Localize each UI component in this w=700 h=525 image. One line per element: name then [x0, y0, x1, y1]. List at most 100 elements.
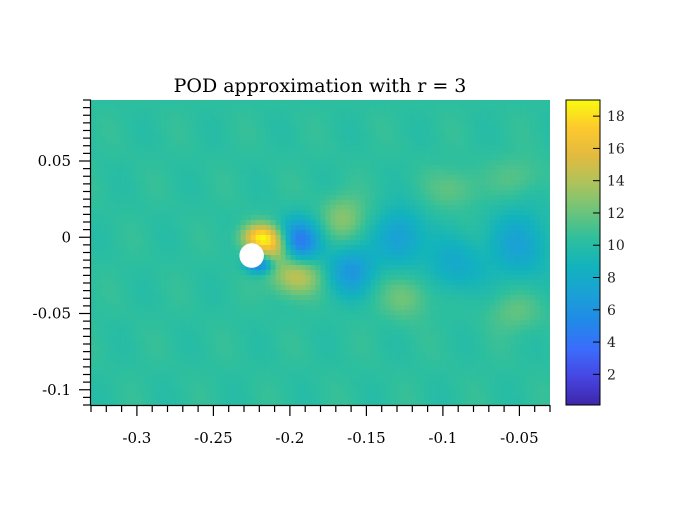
- heatmap-cell: [265, 265, 272, 271]
- heatmap-cell: [525, 125, 531, 131]
- heatmap-cell: [260, 275, 267, 281]
- heatmap-cell: [155, 325, 162, 331]
- heatmap-cell: [345, 325, 352, 331]
- heatmap-cell: [285, 310, 292, 316]
- heatmap-cell: [305, 235, 312, 241]
- heatmap-cell: [440, 150, 446, 156]
- heatmap-cell: [460, 335, 466, 341]
- heatmap-cell: [535, 170, 541, 176]
- heatmap-cell: [300, 215, 307, 221]
- heatmap-cell: [285, 200, 292, 206]
- heatmap-cell: [515, 230, 521, 236]
- heatmap-cell: [91, 250, 97, 256]
- heatmap-cell: [210, 160, 217, 166]
- heatmap-cell: [380, 160, 386, 166]
- heatmap-cell: [395, 130, 401, 136]
- heatmap-cell: [255, 195, 262, 201]
- heatmap-cell: [285, 230, 292, 236]
- heatmap-cell: [200, 125, 207, 131]
- heatmap-cell: [145, 105, 152, 111]
- heatmap-cell: [350, 100, 357, 106]
- heatmap-cell: [295, 170, 302, 176]
- heatmap-cell: [275, 255, 282, 261]
- heatmap-cell: [340, 105, 347, 111]
- heatmap-cell: [540, 305, 546, 311]
- heatmap-cell: [540, 320, 546, 326]
- heatmap-cell: [440, 170, 446, 176]
- heatmap-cell: [225, 210, 232, 216]
- heatmap-cell: [225, 360, 232, 366]
- heatmap-cell: [165, 330, 172, 336]
- heatmap-cell: [435, 305, 441, 311]
- heatmap-cell: [280, 115, 287, 121]
- heatmap-cell: [460, 225, 466, 231]
- heatmap-cell: [525, 240, 531, 246]
- heatmap-cell: [375, 355, 381, 361]
- heatmap-cell: [91, 145, 97, 151]
- heatmap-cell: [460, 165, 466, 171]
- heatmap-cell: [480, 215, 486, 221]
- heatmap-cell: [360, 255, 366, 261]
- heatmap-cell: [315, 330, 322, 336]
- heatmap-cell: [540, 335, 546, 341]
- heatmap-cell: [215, 275, 222, 281]
- heatmap-cell: [435, 105, 441, 111]
- heatmap-cell: [385, 335, 391, 341]
- heatmap-cell: [520, 125, 526, 131]
- heatmap-cell: [95, 235, 102, 241]
- heatmap-cell: [130, 190, 137, 196]
- heatmap-cell: [325, 135, 332, 141]
- heatmap-cell: [240, 310, 247, 316]
- heatmap-cell: [120, 235, 127, 241]
- heatmap-cell: [450, 365, 456, 371]
- heatmap-cell: [385, 225, 391, 231]
- heatmap-cell: [270, 135, 277, 141]
- heatmap-cell: [155, 240, 162, 246]
- heatmap-cell: [490, 230, 496, 236]
- heatmap-cell: [405, 195, 411, 201]
- heatmap-cell: [135, 335, 142, 341]
- heatmap-cell: [285, 140, 292, 146]
- heatmap-cell: [255, 280, 262, 286]
- heatmap-cell: [230, 330, 237, 336]
- heatmap-cell: [120, 355, 127, 361]
- heatmap-cell: [125, 205, 132, 211]
- heatmap-cell: [525, 300, 531, 306]
- heatmap-cell: [415, 205, 421, 211]
- heatmap-cell: [95, 220, 102, 226]
- heatmap-cell: [130, 275, 137, 281]
- heatmap-cell: [540, 240, 546, 246]
- heatmap-cell: [410, 330, 416, 336]
- heatmap-cell: [245, 355, 252, 361]
- heatmap-cell: [310, 190, 317, 196]
- heatmap-cell: [435, 230, 441, 236]
- heatmap-cell: [380, 310, 386, 316]
- heatmap-cell: [325, 140, 332, 146]
- heatmap-cell: [335, 105, 342, 111]
- heatmap-cell: [300, 310, 307, 316]
- heatmap-cell: [200, 105, 207, 111]
- heatmap-cell: [425, 305, 431, 311]
- heatmap-cell: [475, 100, 481, 106]
- heatmap-cell: [130, 175, 137, 181]
- heatmap-cell: [395, 210, 401, 216]
- heatmap-cell: [385, 330, 391, 336]
- heatmap-cell: [210, 360, 217, 366]
- heatmap-cell: [235, 220, 242, 226]
- heatmap-cell: [450, 265, 456, 271]
- heatmap-cell: [330, 110, 337, 116]
- heatmap-cell: [505, 345, 511, 351]
- heatmap-cell: [91, 245, 97, 251]
- heatmap-cell: [480, 340, 486, 346]
- heatmap-cell: [130, 125, 137, 131]
- heatmap-cell: [145, 320, 152, 326]
- heatmap-cell: [535, 325, 541, 331]
- heatmap-cell: [205, 255, 212, 261]
- heatmap-cell: [520, 110, 526, 116]
- heatmap-cell: [415, 190, 421, 196]
- heatmap-cell: [490, 235, 496, 241]
- heatmap-cell: [485, 290, 491, 296]
- heatmap-cell: [275, 130, 282, 136]
- heatmap-cell: [505, 270, 511, 276]
- heatmap-cell: [520, 135, 526, 141]
